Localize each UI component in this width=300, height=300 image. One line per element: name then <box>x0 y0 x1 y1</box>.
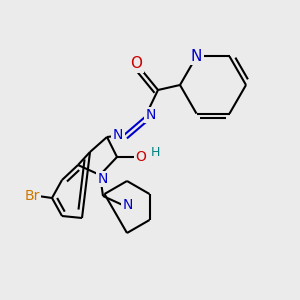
Text: N: N <box>113 128 123 142</box>
Text: N: N <box>123 198 133 212</box>
Text: O: O <box>136 150 146 164</box>
Text: N: N <box>191 49 202 64</box>
Text: O: O <box>130 56 142 71</box>
Text: N: N <box>98 172 108 186</box>
Text: Br: Br <box>24 189 40 203</box>
Text: H: H <box>150 146 160 158</box>
Text: N: N <box>146 108 156 122</box>
